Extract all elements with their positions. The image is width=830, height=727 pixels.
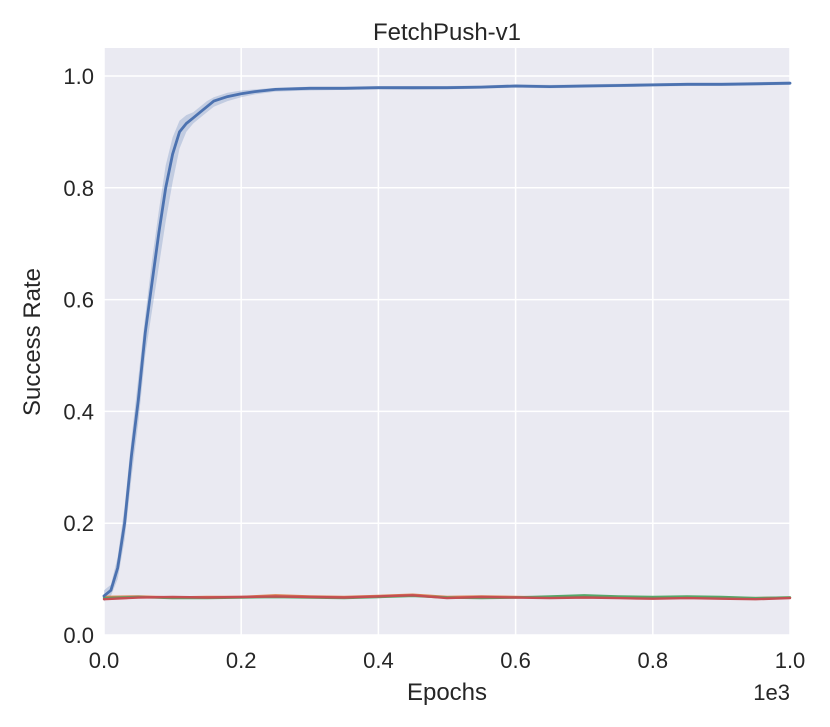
y-tick-label: 0.8 xyxy=(63,176,94,201)
chart-title: FetchPush-v1 xyxy=(373,19,521,46)
series-lines xyxy=(102,81,792,601)
x-tick-label: 0.0 xyxy=(89,648,120,673)
y-tick-labels: 0.0 0.2 0.4 0.6 0.8 1.0 xyxy=(63,64,94,648)
x-tick-label: 1.0 xyxy=(775,648,806,673)
x-tick-label: 0.8 xyxy=(638,648,669,673)
x-tick-labels: 0.0 0.2 0.4 0.6 0.8 1.0 xyxy=(89,648,806,673)
series-4-line xyxy=(102,594,792,601)
x-tick-label: 0.6 xyxy=(500,648,531,673)
y-tick-label: 0.0 xyxy=(63,623,94,648)
plot-area xyxy=(104,48,790,635)
y-tick-label: 0.4 xyxy=(63,399,94,424)
x-tick-label: 0.4 xyxy=(363,648,394,673)
series-1-line xyxy=(102,81,792,598)
x-axis-offset-label: 1e3 xyxy=(753,680,790,705)
y-tick-label: 0.6 xyxy=(63,288,94,313)
grid xyxy=(103,48,791,636)
y-tick-label: 1.0 xyxy=(63,64,94,89)
x-tick-label: 0.2 xyxy=(226,648,257,673)
y-axis-label: Success Rate xyxy=(19,268,46,416)
x-axis-label: Epochs xyxy=(407,679,487,706)
y-tick-label: 0.2 xyxy=(63,511,94,536)
